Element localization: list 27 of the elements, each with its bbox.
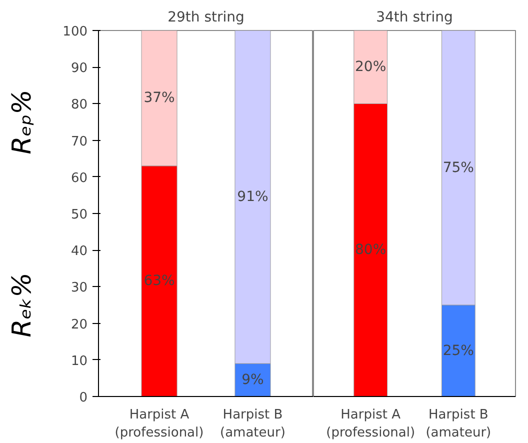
data-label: 63% xyxy=(144,273,175,290)
x-tick-label: Harpist A (professional) xyxy=(326,408,416,440)
data-label: 91% xyxy=(237,189,268,206)
y-tick-label: 40 xyxy=(70,244,88,260)
data-label: 75% xyxy=(442,160,474,176)
data-label: 25% xyxy=(442,342,474,359)
y-tick-label: 100 xyxy=(62,24,88,40)
text: Rₑₚ% xyxy=(8,90,38,154)
y-tick-label: 20 xyxy=(70,317,88,332)
x-tick-label: Harpist B (amateur) xyxy=(426,408,492,440)
y-tick-label: 70 xyxy=(70,134,88,150)
data-label: 9% xyxy=(242,372,264,388)
y-tick-label: 60 xyxy=(70,170,88,186)
data-label: 20% xyxy=(355,59,386,76)
y-tick-label: 0 xyxy=(79,390,88,406)
y-tick-label: 90 xyxy=(70,61,88,76)
y-tick-label: 50 xyxy=(70,208,88,222)
x-tick-label: Harpist A (professional) xyxy=(114,408,204,440)
y-axis-title: Rₑₖ% xyxy=(8,272,38,338)
y-tick-label: 10 xyxy=(70,354,88,369)
x-tick-label: Harpist B (amateur) xyxy=(220,408,286,440)
data-label: 80% xyxy=(355,242,386,258)
y-tick-label: 30 xyxy=(70,280,88,296)
data-label: 37% xyxy=(144,90,175,106)
chart-title: 29th string xyxy=(168,10,244,26)
chart-title: 34th string xyxy=(376,10,453,26)
y-tick-label: 80 xyxy=(70,98,88,113)
